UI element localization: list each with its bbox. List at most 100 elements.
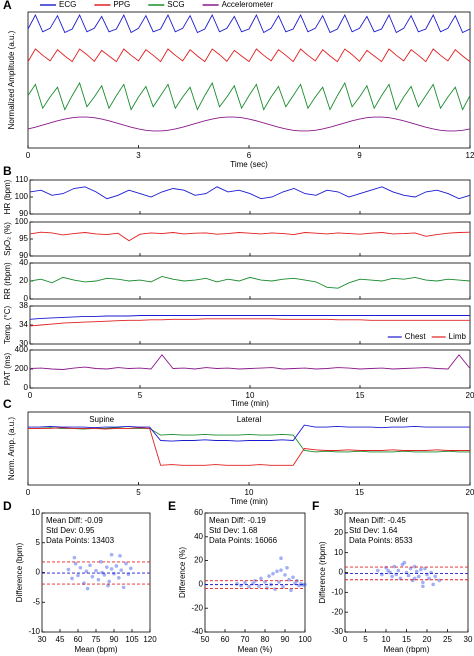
x-tick-label: 0 (26, 488, 31, 497)
scatter-point (384, 565, 388, 570)
scatter-point (400, 562, 405, 567)
data-line (28, 424, 470, 442)
panel-letter: A (3, 0, 12, 12)
scatter-point (414, 569, 419, 574)
stat-text: Data Points: 8533 (349, 536, 413, 545)
y-tick-label: -40 (191, 627, 203, 636)
scatter-point (412, 564, 417, 569)
x-tick-label: 5 (363, 635, 368, 644)
scatter-point (421, 580, 425, 585)
x-tick-label: 60 (74, 635, 83, 644)
x-tick-label: 80 (261, 635, 270, 644)
x-tick-label: 0 (343, 635, 348, 644)
y-tick-label: 400 (15, 345, 29, 354)
scatter-point (247, 584, 251, 589)
scatter-point (119, 568, 123, 572)
legend-label: ECG (59, 0, 76, 9)
panel-letter: D (3, 499, 12, 513)
x-tick-label: 45 (56, 635, 65, 644)
x-tick-label: 60 (221, 635, 230, 644)
y-axis-label: Norm. Amp. (a.u.) (7, 417, 16, 480)
x-axis-label: Mean (rbpm) (384, 645, 430, 654)
stat-text: Mean Diff: -0.09 (46, 516, 103, 525)
scatter-point (431, 582, 435, 587)
plot-frame (204, 512, 306, 633)
x-tick-label: 90 (281, 635, 290, 644)
scatter-point (78, 565, 83, 570)
x-tick-label: 15 (355, 488, 364, 497)
scatter-point (90, 574, 95, 579)
panel-letter: E (168, 499, 176, 513)
scatter-point (70, 576, 74, 581)
annotation: Lateral (237, 415, 262, 424)
plot-frame (27, 11, 471, 149)
y-tick-label: 10 (334, 548, 343, 557)
x-tick-label: 3 (136, 151, 141, 160)
data-line (29, 186, 471, 200)
x-tick-label: 100 (298, 635, 312, 644)
scatter-point (106, 583, 110, 588)
scatter-point (107, 579, 111, 584)
scatter-point (99, 559, 103, 564)
plot-frame (29, 179, 471, 215)
scatter-point (386, 568, 390, 573)
y-tick-label: 90 (19, 251, 28, 260)
stat-text: Mean Diff: -0.45 (349, 516, 406, 525)
x-tick-label: 0 (28, 391, 33, 400)
annotation: Fowler (384, 415, 408, 424)
data-line (29, 276, 471, 289)
scatter-point (275, 569, 279, 574)
scatter-point (283, 573, 287, 577)
y-tick-label: 40 (194, 532, 203, 541)
scatter-point (109, 567, 114, 571)
stat-text: Std Dev: 1.68 (209, 526, 258, 535)
scatter-point (293, 581, 297, 586)
scatter-point (287, 577, 291, 582)
scatter-point (109, 552, 114, 557)
scatter-point (267, 574, 271, 578)
data-line (29, 315, 470, 320)
y-tick-label: 200 (15, 364, 29, 373)
x-tick-label: 9 (357, 151, 362, 160)
scatter-point (114, 564, 119, 568)
data-line (29, 354, 471, 370)
scatter-point (243, 580, 247, 585)
scatter-point (408, 566, 413, 571)
x-tick-label: 20 (423, 635, 432, 644)
panel-letter: C (3, 397, 12, 411)
y-tick-label: -20 (191, 603, 203, 612)
scatter-point (84, 569, 89, 574)
scatter-point (66, 567, 71, 572)
x-tick-label: 20 (466, 488, 474, 497)
x-axis-label: Mean (bpm) (74, 645, 117, 654)
scatter-point (121, 585, 126, 590)
data-line (27, 13, 471, 34)
scatter-point (423, 566, 427, 571)
y-tick-label: -10 (28, 627, 40, 636)
scatter-point (102, 573, 107, 577)
scatter-point (281, 584, 285, 589)
scatter-point (433, 574, 438, 579)
x-tick-label: 12 (466, 151, 474, 160)
x-tick-label: 105 (125, 635, 139, 644)
x-tick-label: 70 (241, 635, 250, 644)
scatter-point (94, 568, 98, 573)
legend-label: PPG (113, 0, 130, 9)
scatter-point (118, 554, 122, 558)
x-tick-label: 120 (143, 635, 157, 644)
y-tick-label: 34 (19, 320, 28, 329)
scatter-point (402, 560, 407, 565)
x-tick-label: 75 (92, 635, 101, 644)
x-tick-label: 25 (443, 635, 452, 644)
legend-label: Accelerometer (222, 0, 274, 9)
y-tick-label: 100 (15, 192, 29, 201)
x-tick-label: 20 (466, 391, 474, 400)
stat-text: Std Dev: 0.95 (46, 526, 95, 535)
y-tick-label: 30 (334, 508, 343, 517)
scatter-point (105, 565, 109, 569)
x-tick-label: 15 (356, 391, 365, 400)
scatter-point (279, 568, 283, 572)
y-tick-label: 10 (31, 508, 40, 517)
scatter-point (427, 576, 431, 581)
scatter-point (285, 565, 289, 570)
